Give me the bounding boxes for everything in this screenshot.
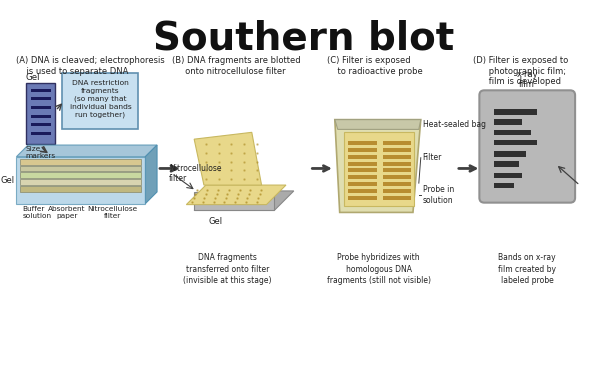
- Bar: [494, 130, 531, 135]
- Bar: [31, 106, 51, 109]
- Text: Buffer
solution: Buffer solution: [22, 206, 51, 218]
- Bar: [494, 183, 514, 188]
- Bar: [26, 83, 56, 144]
- Bar: [383, 182, 411, 186]
- Polygon shape: [194, 192, 274, 211]
- FancyBboxPatch shape: [62, 73, 139, 129]
- Bar: [349, 155, 377, 159]
- Polygon shape: [16, 145, 157, 157]
- Bar: [20, 165, 141, 171]
- Bar: [31, 89, 51, 92]
- Bar: [383, 162, 411, 165]
- Bar: [20, 159, 141, 165]
- Bar: [31, 132, 51, 135]
- Text: DNA restriction
fragments
(so many that
individual bands
run together): DNA restriction fragments (so many that …: [69, 80, 131, 118]
- Polygon shape: [194, 132, 261, 185]
- Text: Nitrocellulose
filter: Nitrocellulose filter: [87, 206, 137, 218]
- FancyBboxPatch shape: [479, 90, 575, 203]
- Text: Absorbent
paper: Absorbent paper: [48, 206, 86, 218]
- FancyBboxPatch shape: [344, 132, 414, 206]
- Text: (B) DNA fragments are blotted
     onto nitrocellulose filter: (B) DNA fragments are blotted onto nitro…: [172, 56, 300, 76]
- Bar: [31, 115, 51, 118]
- Bar: [494, 140, 537, 145]
- Polygon shape: [145, 145, 157, 204]
- Polygon shape: [16, 157, 145, 204]
- Bar: [383, 196, 411, 200]
- Text: Size
markers: Size markers: [25, 146, 56, 159]
- Bar: [349, 196, 377, 200]
- Bar: [31, 97, 51, 100]
- Bar: [31, 123, 51, 126]
- Text: Probe hybridizes with
homologous DNA
fragments (still not visible): Probe hybridizes with homologous DNA fra…: [327, 253, 431, 285]
- Bar: [383, 175, 411, 179]
- Text: Gel: Gel: [208, 217, 223, 226]
- Bar: [349, 168, 377, 172]
- Text: Filter: Filter: [423, 153, 442, 162]
- Bar: [349, 182, 377, 186]
- Text: x-ray
film: x-ray film: [516, 70, 538, 89]
- Text: (A) DNA is cleaved; electrophoresis
    is used to separate DNA: (A) DNA is cleaved; electrophoresis is u…: [16, 56, 165, 76]
- Text: (C) Filter is exposed
    to radioactive probe: (C) Filter is exposed to radioactive pro…: [327, 56, 423, 76]
- Bar: [383, 155, 411, 159]
- Bar: [383, 168, 411, 172]
- Bar: [494, 173, 522, 178]
- Bar: [349, 148, 377, 152]
- Polygon shape: [194, 191, 294, 211]
- Text: Probe in
solution: Probe in solution: [423, 185, 454, 205]
- Text: DNA fragments
transferred onto filter
(invisible at this stage): DNA fragments transferred onto filter (i…: [183, 253, 272, 285]
- Polygon shape: [335, 120, 421, 129]
- Bar: [20, 172, 141, 178]
- Text: Heat-sealed bag: Heat-sealed bag: [423, 120, 486, 129]
- Bar: [349, 162, 377, 165]
- Bar: [383, 141, 411, 145]
- Text: (D) Filter is exposed to
      photographic film;
      film is developed: (D) Filter is exposed to photographic fi…: [473, 56, 568, 86]
- Bar: [20, 186, 141, 192]
- Text: Gel: Gel: [25, 73, 39, 82]
- Bar: [349, 141, 377, 145]
- Text: Gel: Gel: [1, 176, 14, 185]
- Bar: [383, 148, 411, 152]
- Bar: [349, 175, 377, 179]
- Bar: [20, 179, 141, 185]
- Text: Bands on x-ray
film created by
labeled probe: Bands on x-ray film created by labeled p…: [498, 253, 556, 285]
- Text: Nitrocellulose
filter: Nitrocellulose filter: [169, 164, 221, 183]
- Bar: [349, 189, 377, 193]
- Bar: [383, 189, 411, 193]
- Polygon shape: [335, 120, 421, 212]
- Bar: [494, 151, 526, 156]
- Polygon shape: [186, 185, 286, 205]
- Bar: [494, 109, 537, 115]
- Bar: [494, 161, 519, 167]
- Text: Southern blot: Southern blot: [153, 20, 454, 58]
- Bar: [494, 120, 522, 125]
